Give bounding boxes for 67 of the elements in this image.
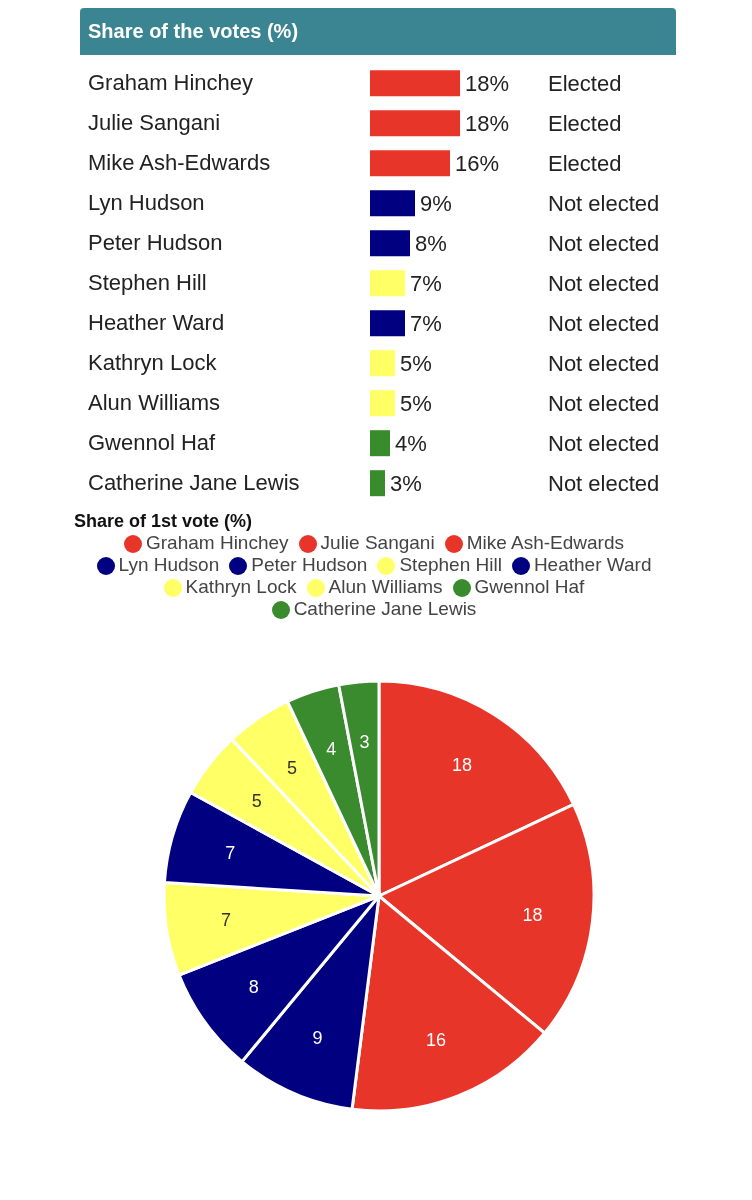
y-tick-label: Catherine Jane Lewis bbox=[88, 470, 300, 495]
data-label: 5 bbox=[251, 791, 262, 812]
data-label: 7% bbox=[410, 271, 442, 297]
y-tick-label: Lyn Hudson bbox=[88, 190, 205, 215]
data-label: 4% bbox=[395, 431, 427, 457]
y-tick-label: Heather Ward bbox=[88, 310, 225, 335]
data-label: 5% bbox=[400, 391, 432, 417]
text: Elected bbox=[548, 71, 622, 97]
data-label: 18% bbox=[465, 111, 510, 137]
bar bbox=[370, 110, 460, 137]
text: Not elected bbox=[548, 311, 660, 337]
text: Share of the votes (%) bbox=[80, 8, 676, 55]
bar bbox=[370, 390, 395, 417]
data-label: 16% bbox=[455, 151, 500, 177]
data-label: 9 bbox=[312, 1028, 323, 1049]
y-tick-label: Graham Hinchey bbox=[88, 70, 254, 95]
y-tick-label: Julie Sangani bbox=[88, 110, 221, 135]
bar bbox=[370, 150, 450, 177]
text: Not elected bbox=[548, 271, 660, 297]
bar bbox=[370, 70, 460, 97]
legend-label: Peter Hudson bbox=[251, 554, 368, 575]
data-label: 3% bbox=[390, 471, 422, 497]
data-label: 3 bbox=[359, 731, 370, 752]
text: Elected bbox=[548, 151, 622, 177]
data-label: 4 bbox=[326, 738, 337, 759]
data-label: 8 bbox=[248, 976, 259, 997]
data-label: 18 bbox=[451, 755, 472, 776]
data-label: 7% bbox=[410, 311, 442, 337]
bar bbox=[370, 350, 395, 377]
data-label: 16 bbox=[425, 1029, 446, 1050]
y-tick-label: Mike Ash-Edwards bbox=[88, 150, 271, 175]
legend-label: Catherine Jane Lewis bbox=[293, 598, 477, 619]
legend-label: Mike Ash-Edwards bbox=[466, 532, 624, 553]
text: Not elected bbox=[548, 231, 660, 257]
data-label: 9% bbox=[420, 191, 452, 217]
data-label: 5% bbox=[400, 351, 432, 377]
data-label: 7 bbox=[225, 842, 236, 863]
legend-label: Kathryn Lock bbox=[185, 576, 297, 597]
bar bbox=[370, 430, 390, 457]
y-tick-label: Stephen Hill bbox=[88, 270, 207, 295]
legend-label: Alun Williams bbox=[328, 576, 443, 597]
legend-label: Julie Sangani bbox=[320, 532, 435, 553]
bar bbox=[370, 230, 410, 257]
bar bbox=[370, 310, 405, 337]
text: Not elected bbox=[548, 431, 660, 457]
bar bbox=[370, 190, 415, 217]
y-tick-label: Gwennol Haf bbox=[88, 430, 217, 455]
data-label: 18 bbox=[522, 905, 543, 926]
text: Not elected bbox=[548, 191, 660, 217]
text: Not elected bbox=[548, 351, 660, 377]
data-label: 8% bbox=[415, 231, 447, 257]
data-label: 18% bbox=[465, 71, 510, 97]
y-tick-label: Alun Williams bbox=[88, 390, 221, 415]
y-tick-label: Peter Hudson bbox=[88, 230, 223, 255]
legend-label: Stephen Hill bbox=[399, 554, 502, 575]
bar bbox=[370, 270, 405, 297]
text: Not elected bbox=[548, 391, 660, 417]
data-label: 5 bbox=[286, 757, 297, 778]
legend-label: Heather Ward bbox=[533, 554, 652, 575]
chart-title: Share of 1st vote (%) bbox=[74, 511, 254, 532]
legend-label: Graham Hinchey bbox=[146, 532, 289, 553]
bar bbox=[370, 470, 385, 497]
y-tick-label: Kathryn Lock bbox=[88, 350, 218, 375]
text: Elected bbox=[548, 111, 622, 137]
data-label: 7 bbox=[221, 910, 232, 931]
text: Not elected bbox=[548, 471, 660, 497]
legend-label: Gwennol Haf bbox=[474, 576, 585, 597]
